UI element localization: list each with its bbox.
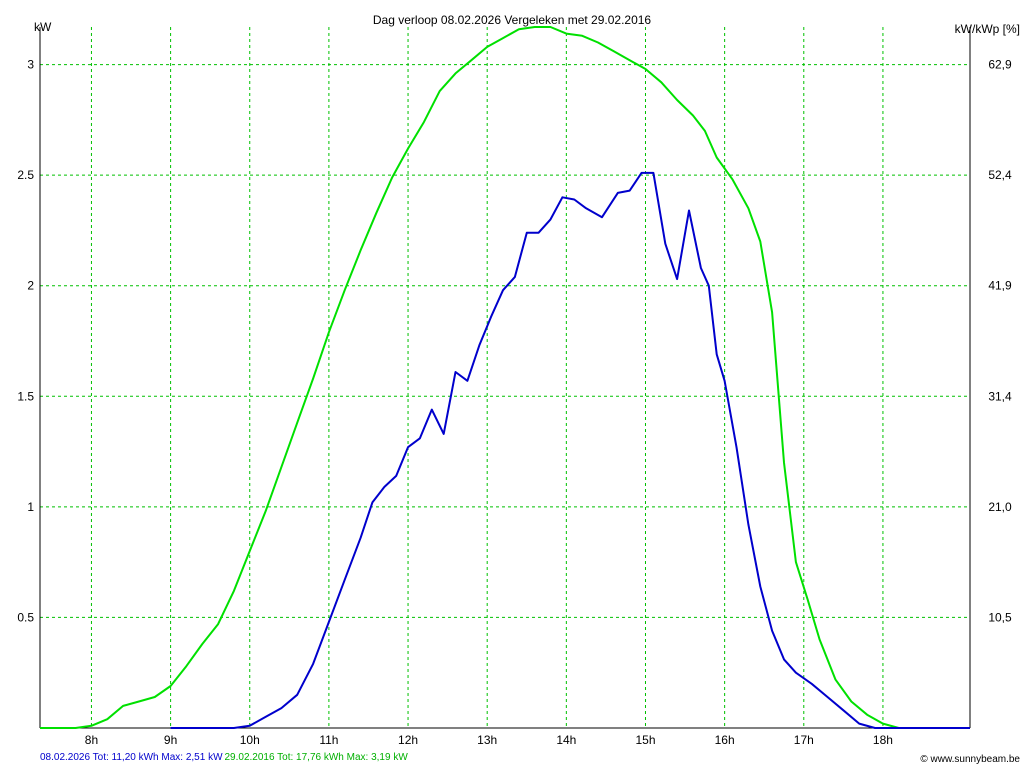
x-tick-label: 15h [635,733,655,747]
x-tick-label: 11h [319,733,338,747]
x-tick-label: 9h [164,733,177,747]
chart-title: Dag verloop 08.02.2026 Vergeleken met 29… [373,13,652,27]
y2-tick-label: 10,5 [988,610,1012,624]
y-tick-label: 0.5 [17,610,34,624]
x-tick-label: 17h [794,733,814,747]
series-caption-2016: 29.02.2016 Tot: 17,76 kWh Max: 3,19 kW [225,752,409,763]
x-tick-label: 16h [715,733,735,747]
y-tick-label: 3 [27,58,34,72]
series-lines [40,26,970,729]
tick-labels: 8h 9h 10h 11h 12h 13h 14h 15h 16h 17h 18h 0.5 1 1.5 2 2… [17,58,1012,747]
y2-tick-label: 31,4 [988,389,1012,403]
y-axis-left-label: kW [34,20,52,34]
y2-tick-label: 52,4 [988,168,1012,182]
x-tick-label: 13h [477,733,497,747]
plot-area [40,27,970,728]
x-tick-label: 12h [398,733,418,747]
series-line-2026 [170,171,970,729]
y-tick-label: 1 [27,500,34,514]
y2-tick-label: 62,9 [988,58,1012,72]
y-axis-right-label: kW/kWp [%] [955,22,1020,36]
y2-tick-label: 41,9 [988,279,1012,293]
x-tick-label: 10h [240,733,260,747]
x-tick-label: 8h [85,733,98,747]
series-line-2016 [40,26,970,729]
y-tick-label: 2.5 [17,168,34,182]
x-tick-label: 14h [556,733,576,747]
y-tick-label: 1.5 [17,389,34,403]
series-caption-2026: 08.02.2026 Tot: 11,20 kWh Max: 2,51 kW [40,752,223,763]
watermark: © www.sunnybeam.be [920,754,1020,765]
y2-tick-label: 21,0 [988,500,1012,514]
gridlines [40,27,970,728]
y-tick-label: 2 [27,279,34,293]
x-tick-label: 18h [873,733,893,747]
